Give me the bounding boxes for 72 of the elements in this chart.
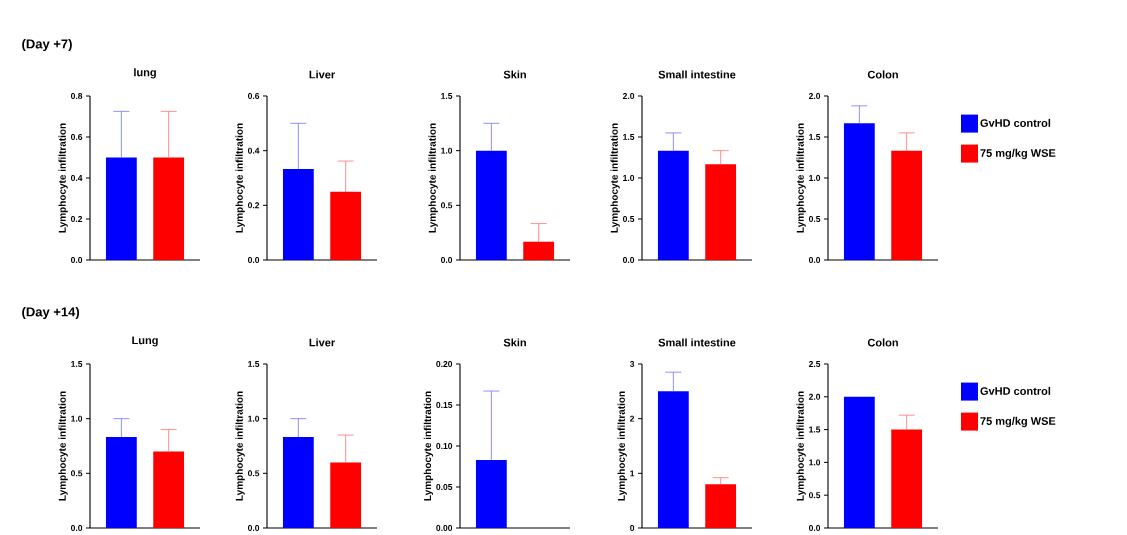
y-tick-label: 2 bbox=[630, 415, 635, 422]
y-tick-label: 1.0 bbox=[441, 147, 453, 154]
legend-label: 75 mg/kg WSE bbox=[980, 416, 1056, 428]
y-tick-label: 0.6 bbox=[70, 134, 83, 140]
y-tick-label: 0.4 bbox=[247, 147, 260, 154]
text: (Day +7) bbox=[22, 38, 72, 52]
y-tick-label: 0.0 bbox=[808, 524, 821, 531]
y-tick-label: 0.8 bbox=[70, 93, 83, 100]
y-tick-label: 0.5 bbox=[808, 492, 821, 499]
y-tick-label: 1.0 bbox=[809, 174, 821, 181]
y-axis-title: Lymphocyte infiltration bbox=[58, 391, 68, 501]
y-tick-label: 0.0 bbox=[247, 524, 260, 531]
y-tick-label: 0.0 bbox=[622, 256, 635, 263]
y-tick-label: 1.0 bbox=[809, 459, 821, 466]
chart-title: lung bbox=[134, 68, 156, 79]
y-axis-title: Lymphocyte infiltration bbox=[796, 123, 806, 233]
y-axis-title: Lymphocyte infiltration bbox=[423, 391, 434, 501]
y-axis-title: Lymphocyte infiltration bbox=[235, 391, 245, 501]
y-tick-label: 2.0 bbox=[622, 92, 635, 99]
chart-title: Colon bbox=[867, 338, 898, 347]
y-axis-title: Lymphocyte infiltration bbox=[610, 123, 620, 233]
y-tick-label: 3 bbox=[629, 360, 635, 367]
y-tick-label: 1.5 bbox=[809, 134, 821, 140]
y-tick-label: 0.4 bbox=[70, 174, 83, 181]
y-axis-title: Lymphocyte infiltration bbox=[617, 391, 627, 501]
y-tick-label: 0.2 bbox=[70, 215, 83, 222]
chart-title: Small intestine bbox=[658, 70, 736, 79]
y-tick-label: 0.0 bbox=[440, 256, 453, 263]
chart-title: Colon bbox=[867, 70, 898, 79]
y-tick-label: 1.5 bbox=[809, 426, 821, 433]
y-tick-label: 2.0 bbox=[808, 92, 821, 99]
y-tick-label: 0.5 bbox=[440, 202, 453, 209]
y-tick-label: 0.5 bbox=[808, 215, 821, 222]
chart-title: Liver bbox=[309, 338, 335, 347]
chart-title: Skin bbox=[503, 338, 526, 347]
y-tick-label: 0.0 bbox=[70, 524, 83, 531]
legend-label: 75 mg/kg WSE bbox=[980, 148, 1056, 160]
y-tick-label: 2.5 bbox=[808, 360, 821, 367]
y-tick-label: 1.0 bbox=[248, 415, 260, 422]
chart-title: Skin bbox=[503, 70, 526, 79]
y-tick-label: 2.0 bbox=[808, 393, 821, 400]
y-tick-label: 1.5 bbox=[441, 93, 453, 99]
y-tick-label: 1.0 bbox=[623, 174, 635, 181]
y-tick-label: 1.5 bbox=[71, 361, 83, 367]
y-axis-title: Lymphocyte infiltration bbox=[235, 123, 245, 233]
y-tick-label: 0 bbox=[630, 524, 635, 531]
y-axis-title: Lymphocyte infiltration bbox=[796, 391, 806, 501]
y-axis-title: Lymphocyte infiltration bbox=[428, 123, 438, 233]
y-tick-label: 0.0 bbox=[808, 256, 821, 263]
y-tick-label: 0.5 bbox=[70, 470, 83, 477]
chart-title: Liver bbox=[309, 70, 335, 79]
chart-title: Small intestine bbox=[658, 338, 736, 347]
y-tick-label: 0.15 bbox=[436, 401, 453, 408]
y-tick-label: 0.0 bbox=[70, 256, 83, 263]
y-tick-label: 0.6 bbox=[247, 92, 260, 99]
y-tick-label: 0.0 bbox=[247, 256, 260, 263]
y-tick-label: 0.10 bbox=[436, 442, 453, 449]
y-tick-label: 0.2 bbox=[247, 202, 260, 209]
y-tick-label: 1 bbox=[630, 470, 635, 477]
y-tick-label: 0.05 bbox=[436, 483, 453, 490]
legend-label: GvHD control bbox=[980, 386, 1051, 395]
y-tick-label: 0.5 bbox=[247, 470, 260, 477]
legend-label: GvHD control bbox=[980, 118, 1051, 127]
y-tick-label: 1.0 bbox=[71, 415, 83, 422]
chart-title: Lung bbox=[132, 336, 158, 347]
y-tick-label: 0.5 bbox=[622, 215, 635, 222]
y-axis-title: Lymphocyte infiltration bbox=[58, 123, 68, 233]
y-tick-label: 1.5 bbox=[248, 361, 260, 367]
y-tick-label: 1.5 bbox=[623, 134, 635, 140]
text: (Day +14) bbox=[22, 306, 80, 320]
y-tick-label: 0.00 bbox=[436, 524, 453, 531]
y-tick-label: 0.20 bbox=[436, 360, 453, 367]
